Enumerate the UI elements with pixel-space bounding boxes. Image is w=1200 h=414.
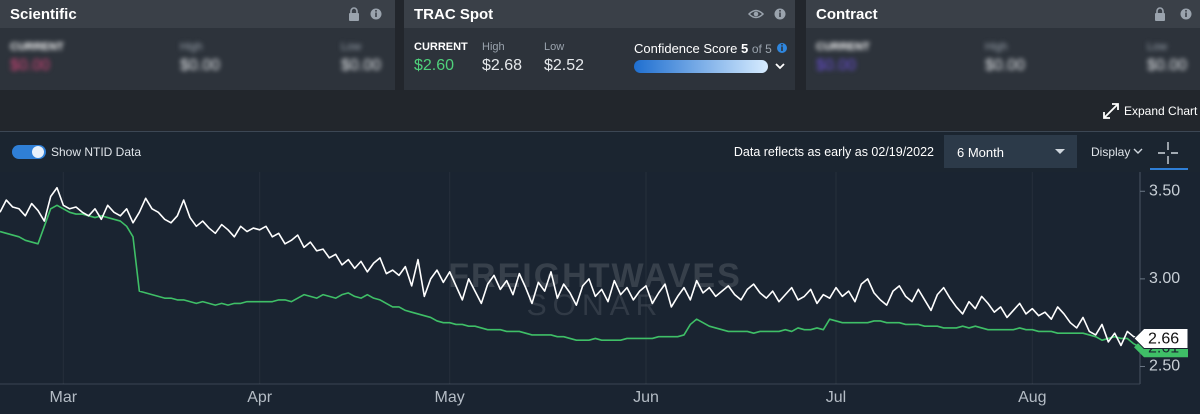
confidence-label: Confidence Score: [634, 41, 738, 56]
card-contract: Contract CURRENT $0.00 High $0.00 Low $0…: [806, 0, 1200, 90]
card-title: TRAC Spot: [414, 6, 494, 23]
current-label: CURRENT: [816, 41, 870, 53]
x-tick-label: Jun: [633, 389, 659, 406]
high-value: $0.00: [985, 57, 1026, 74]
range-value: 6 Month: [957, 145, 1004, 160]
confidence: Confidence Score 5 of 5: [634, 41, 772, 56]
current-value: $0.00: [816, 57, 857, 74]
card-icons[interactable]: [1154, 7, 1194, 21]
low-value: $0.00: [341, 57, 382, 74]
expand-chart[interactable]: Expand Chart: [1124, 104, 1198, 118]
end-label-box: [1133, 327, 1189, 349]
current-value: $2.60: [414, 57, 455, 74]
card-trac-spot: TRAC Spot CURRENT $2.60 High $2.68 Low $…: [404, 0, 795, 90]
card-header: [806, 0, 1200, 28]
x-tick-label: Apr: [247, 389, 273, 406]
y-tick-label: 3.00: [1149, 270, 1180, 287]
watermark: FREIGHTWAVES: [448, 257, 742, 295]
card-title: Scientific: [10, 6, 77, 23]
chart-background: [0, 172, 1200, 414]
line-series: [0, 204, 1141, 348]
current-label: CURRENT: [10, 41, 64, 53]
end-label-text: 2.66: [1148, 331, 1179, 348]
high-label: High: [180, 41, 203, 53]
low-label: Low: [544, 41, 565, 53]
toolbar: Show NTID Data Data reflects as early as…: [0, 131, 1200, 173]
data-note: Data reflects as early as 02/19/2022: [733, 145, 934, 159]
x-tick-label: Jul: [826, 389, 846, 406]
crosshair-button[interactable]: [1150, 136, 1188, 170]
toggle[interactable]: [12, 144, 46, 160]
high-label: High: [985, 41, 1008, 53]
x-tick-label: May: [435, 389, 465, 406]
dropdown-arrow: [1055, 149, 1065, 154]
y-tick-label: 2.50: [1149, 358, 1180, 375]
line-series: [0, 186, 1141, 347]
confidence-of: of 5: [751, 42, 772, 56]
x-tick-label: Mar: [50, 389, 78, 406]
low-label: Low: [341, 41, 362, 53]
low-label: Low: [1147, 41, 1168, 53]
current-label: CURRENT: [414, 41, 468, 53]
card-scientific: Scientific CURRENT $0.00 High $0.00 Low …: [0, 0, 395, 90]
card-header: [404, 0, 795, 28]
confidence-score: 5: [740, 41, 749, 56]
low-value: $2.52: [544, 57, 585, 74]
high-label: High: [482, 41, 505, 53]
range-dropdown[interactable]: 6 Month: [944, 135, 1077, 168]
confidence-bar[interactable]: [634, 41, 794, 77]
toggle-label: Show NTID Data: [51, 145, 142, 159]
x-tick-label: Aug: [1018, 389, 1046, 406]
card-title: Contract: [816, 6, 878, 23]
display-menu[interactable]: Display: [1091, 145, 1131, 159]
watermark: SONAR: [527, 289, 664, 322]
display-arrow: [1133, 148, 1143, 154]
card-icons[interactable]: [748, 7, 788, 21]
low-value: $0.00: [1147, 57, 1188, 74]
y-tick-label: 3.50: [1149, 182, 1180, 199]
expand-icon[interactable]: [1102, 102, 1120, 120]
card-header: [0, 0, 395, 28]
high-value: $0.00: [180, 57, 221, 74]
high-value: $2.68: [482, 57, 523, 74]
end-label: 2.66: [1133, 327, 1189, 349]
current-value: $0.00: [10, 57, 51, 74]
card-icons[interactable]: [348, 7, 388, 21]
